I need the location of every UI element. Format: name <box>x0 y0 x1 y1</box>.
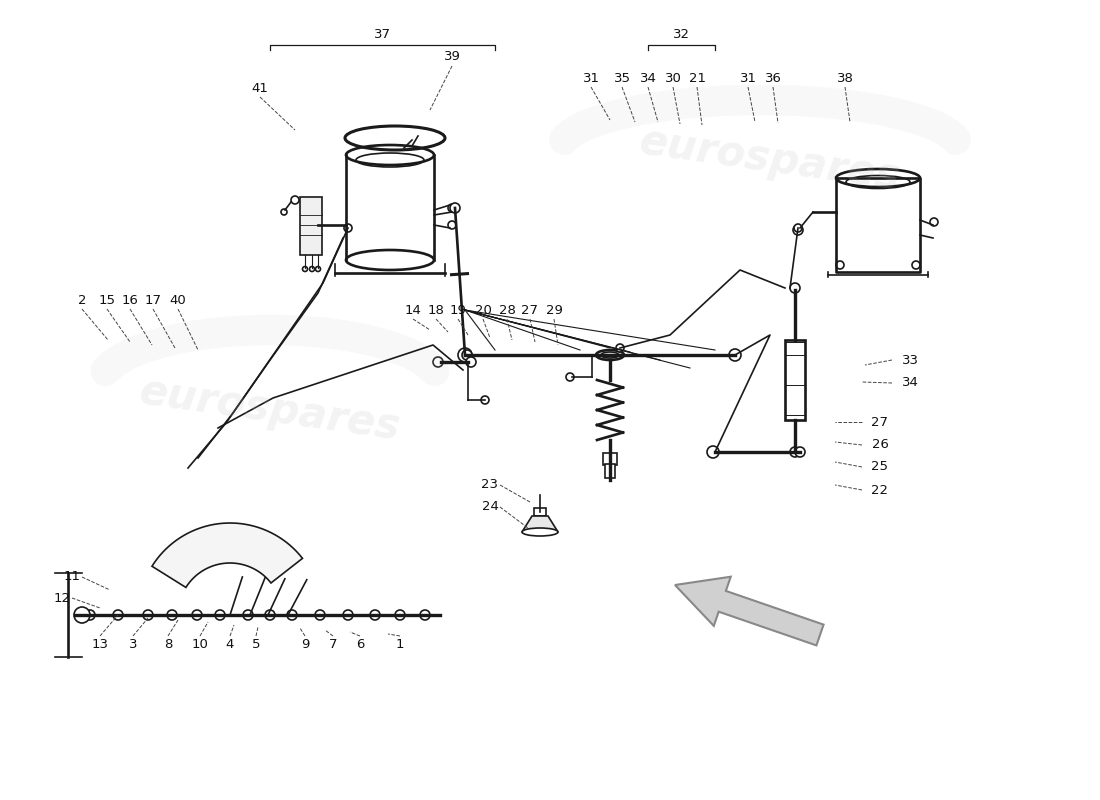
Text: 40: 40 <box>169 294 186 306</box>
Text: 6: 6 <box>355 638 364 651</box>
Text: 29: 29 <box>546 303 562 317</box>
Bar <box>534 508 546 516</box>
Circle shape <box>790 283 800 293</box>
Text: 36: 36 <box>764 71 781 85</box>
Text: 11: 11 <box>64 570 80 583</box>
Text: 35: 35 <box>614 71 630 85</box>
Circle shape <box>85 610 95 620</box>
Circle shape <box>243 610 253 620</box>
Circle shape <box>930 218 938 226</box>
Polygon shape <box>152 523 302 587</box>
Text: 33: 33 <box>902 354 918 366</box>
Circle shape <box>420 610 430 620</box>
Circle shape <box>790 447 800 457</box>
Circle shape <box>287 610 297 620</box>
Text: 24: 24 <box>482 501 498 514</box>
Text: 10: 10 <box>191 638 208 651</box>
Circle shape <box>729 349 741 361</box>
Circle shape <box>448 204 456 212</box>
Circle shape <box>316 266 320 271</box>
Circle shape <box>566 373 574 381</box>
Text: 26: 26 <box>871 438 889 451</box>
Circle shape <box>344 224 352 232</box>
Circle shape <box>113 610 123 620</box>
Text: eurospares: eurospares <box>637 121 903 199</box>
Circle shape <box>836 261 844 269</box>
Circle shape <box>74 607 90 623</box>
Text: 16: 16 <box>122 294 139 306</box>
Circle shape <box>794 224 802 232</box>
Text: 22: 22 <box>871 483 889 497</box>
Bar <box>605 464 615 478</box>
Ellipse shape <box>601 352 619 358</box>
Circle shape <box>481 396 490 404</box>
Text: 27: 27 <box>871 415 889 429</box>
Text: 21: 21 <box>689 71 705 85</box>
FancyArrow shape <box>675 577 824 646</box>
Text: 2: 2 <box>78 294 86 306</box>
Text: eurospares: eurospares <box>136 371 404 449</box>
Circle shape <box>292 196 299 204</box>
Text: 34: 34 <box>902 377 918 390</box>
Circle shape <box>795 447 805 457</box>
Text: 18: 18 <box>428 303 444 317</box>
Text: 15: 15 <box>99 294 116 306</box>
Text: 25: 25 <box>871 461 889 474</box>
Circle shape <box>280 209 287 215</box>
Circle shape <box>370 610 379 620</box>
Circle shape <box>315 610 324 620</box>
Text: 3: 3 <box>129 638 138 651</box>
Ellipse shape <box>522 528 558 536</box>
Text: 32: 32 <box>673 29 690 42</box>
Text: 19: 19 <box>450 303 466 317</box>
Text: 14: 14 <box>405 303 421 317</box>
Circle shape <box>192 610 202 620</box>
Circle shape <box>466 357 476 367</box>
Text: 27: 27 <box>521 303 539 317</box>
Text: 1: 1 <box>396 638 405 651</box>
Text: 34: 34 <box>639 71 657 85</box>
Text: 4: 4 <box>226 638 234 651</box>
Circle shape <box>167 610 177 620</box>
Text: 37: 37 <box>374 29 390 42</box>
Circle shape <box>448 221 456 229</box>
Ellipse shape <box>596 350 624 360</box>
Text: 31: 31 <box>739 71 757 85</box>
Text: 9: 9 <box>300 638 309 651</box>
Circle shape <box>265 610 275 620</box>
Circle shape <box>302 266 308 271</box>
Circle shape <box>433 357 443 367</box>
Text: 7: 7 <box>329 638 338 651</box>
Text: 31: 31 <box>583 71 600 85</box>
Text: 13: 13 <box>91 638 109 651</box>
Text: 12: 12 <box>54 591 70 605</box>
Circle shape <box>458 348 472 362</box>
Text: 38: 38 <box>837 71 854 85</box>
Bar <box>603 453 617 465</box>
Circle shape <box>143 610 153 620</box>
Text: 41: 41 <box>252 82 268 94</box>
Circle shape <box>309 266 315 271</box>
Circle shape <box>450 203 460 213</box>
Text: 8: 8 <box>164 638 173 651</box>
Circle shape <box>616 344 624 352</box>
Circle shape <box>793 225 803 235</box>
Text: 20: 20 <box>474 303 492 317</box>
Text: 17: 17 <box>144 294 162 306</box>
Text: 23: 23 <box>482 478 498 491</box>
Bar <box>785 340 805 420</box>
Circle shape <box>912 261 920 269</box>
Text: 39: 39 <box>443 50 461 63</box>
Circle shape <box>462 350 472 360</box>
Circle shape <box>395 610 405 620</box>
Text: 30: 30 <box>664 71 681 85</box>
Bar <box>300 197 322 255</box>
Polygon shape <box>522 516 558 532</box>
Circle shape <box>214 610 225 620</box>
Text: 28: 28 <box>498 303 516 317</box>
Text: 5: 5 <box>252 638 261 651</box>
Circle shape <box>707 446 719 458</box>
Circle shape <box>343 610 353 620</box>
